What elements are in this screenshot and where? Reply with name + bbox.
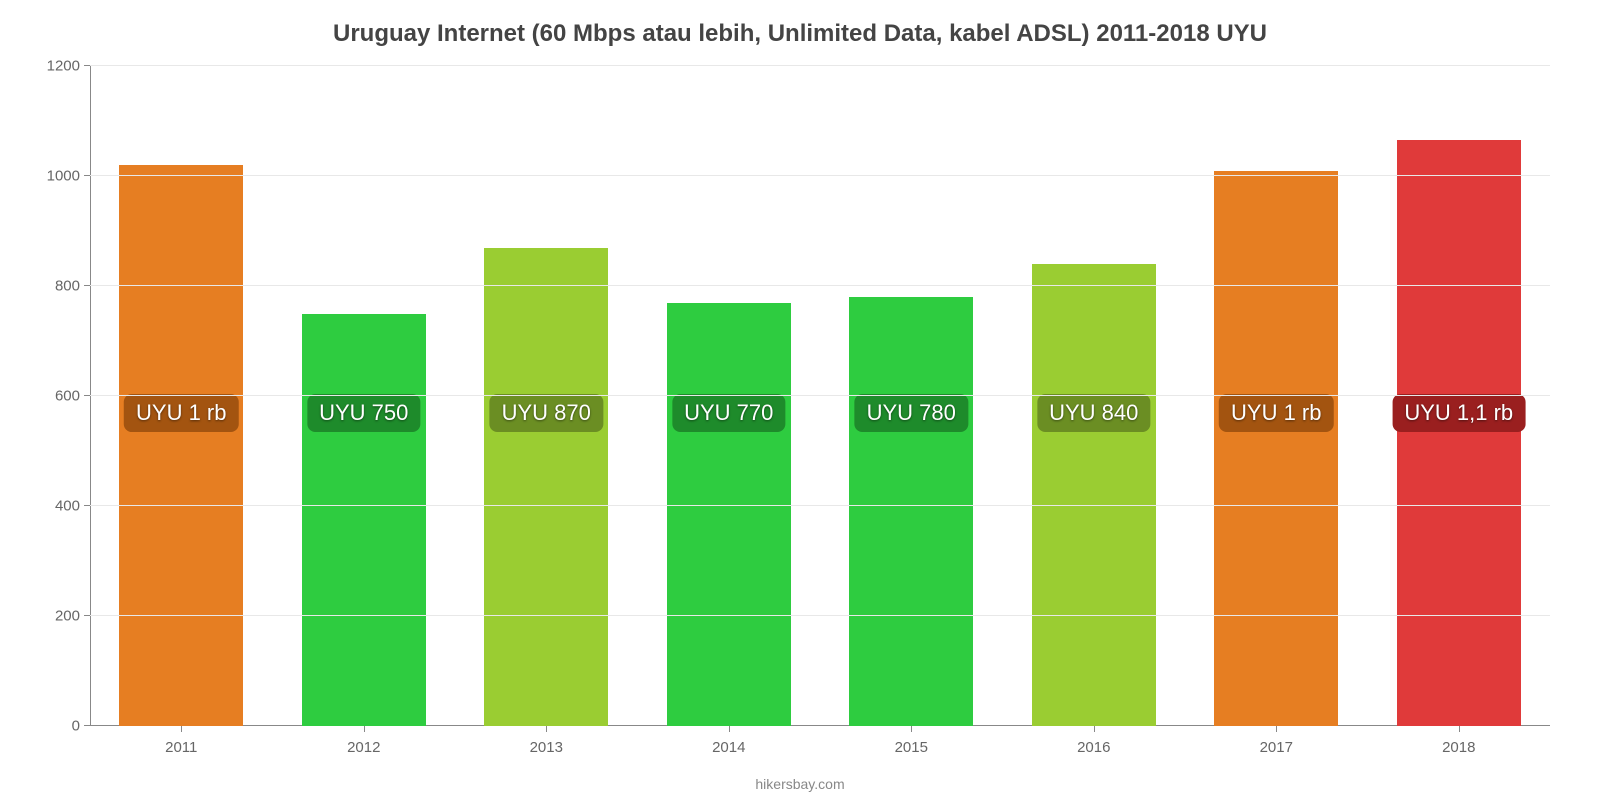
x-tick-label: 2016: [1003, 739, 1186, 756]
plot-area: UYU 1 rb UYU 750 UYU 870 UYU 770 UYU 780 UYU …: [90, 66, 1550, 726]
y-tick-mark: [84, 65, 90, 66]
bar-value-label: UYU 840: [1037, 394, 1150, 432]
y-tick-mark: [84, 505, 90, 506]
bar-value-label: UYU 770: [672, 394, 785, 432]
bar: [667, 303, 791, 727]
gridline: [90, 505, 1550, 506]
y-tick-label: 400: [35, 498, 80, 515]
bar-slot: UYU 1 rb: [1185, 66, 1368, 726]
x-tick-label: 2014: [638, 739, 821, 756]
bar-slot: UYU 1,1 rb: [1368, 66, 1551, 726]
y-tick-mark: [84, 285, 90, 286]
gridline: [90, 285, 1550, 286]
x-tick-mark: [1459, 726, 1460, 732]
y-tick-label: 0: [35, 718, 80, 735]
y-tick-label: 800: [35, 278, 80, 295]
bar: [1214, 171, 1338, 727]
bar-value-label: UYU 1 rb: [124, 394, 238, 432]
x-tick-mark: [729, 726, 730, 732]
x-tick-label: 2012: [273, 739, 456, 756]
x-tick-label: 2018: [1368, 739, 1551, 756]
bar-slot: UYU 840: [1003, 66, 1186, 726]
bar: [1397, 140, 1521, 726]
y-tick-label: 1200: [35, 58, 80, 75]
bar: [1032, 264, 1156, 726]
gridline: [90, 65, 1550, 66]
gridline: [90, 175, 1550, 176]
bar-slot: UYU 750: [273, 66, 456, 726]
x-tick-label: 2017: [1185, 739, 1368, 756]
x-tick-mark: [1094, 726, 1095, 732]
bar: [484, 248, 608, 727]
gridline: [90, 615, 1550, 616]
x-tick-mark: [911, 726, 912, 732]
chart-title: Uruguay Internet (60 Mbps atau lebih, Un…: [30, 20, 1570, 48]
x-tick-mark: [1276, 726, 1277, 732]
y-tick-label: 600: [35, 388, 80, 405]
bar: [849, 297, 973, 726]
bar-value-label: UYU 780: [855, 394, 968, 432]
bar-slot: UYU 770: [638, 66, 821, 726]
bar: [302, 314, 426, 727]
bar-value-label: UYU 870: [490, 394, 603, 432]
x-tick-label: 2011: [90, 739, 273, 756]
x-axis-labels: 20112012201320142015201620172018: [90, 739, 1550, 756]
y-tick-mark: [84, 175, 90, 176]
y-tick-mark: [84, 725, 90, 726]
x-tick-label: 2013: [455, 739, 638, 756]
bar-slot: UYU 870: [455, 66, 638, 726]
attribution-text: hikersbay.com: [0, 776, 1600, 792]
chart-container: Uruguay Internet (60 Mbps atau lebih, Un…: [0, 0, 1600, 800]
y-tick-mark: [84, 395, 90, 396]
x-tick-label: 2015: [820, 739, 1003, 756]
gridline: [90, 395, 1550, 396]
y-tick-label: 1000: [35, 168, 80, 185]
bar-value-label: UYU 1 rb: [1219, 394, 1333, 432]
bar-slot: UYU 1 rb: [90, 66, 273, 726]
bars-group: UYU 1 rb UYU 750 UYU 870 UYU 770 UYU 780 UYU …: [90, 66, 1550, 726]
bar: [119, 165, 243, 726]
y-tick-mark: [84, 615, 90, 616]
x-tick-mark: [181, 726, 182, 732]
y-tick-label: 200: [35, 608, 80, 625]
x-tick-mark: [364, 726, 365, 732]
bar-value-label: UYU 1,1 rb: [1392, 394, 1525, 432]
bar-slot: UYU 780: [820, 66, 1003, 726]
bar-value-label: UYU 750: [307, 394, 420, 432]
x-tick-mark: [546, 726, 547, 732]
